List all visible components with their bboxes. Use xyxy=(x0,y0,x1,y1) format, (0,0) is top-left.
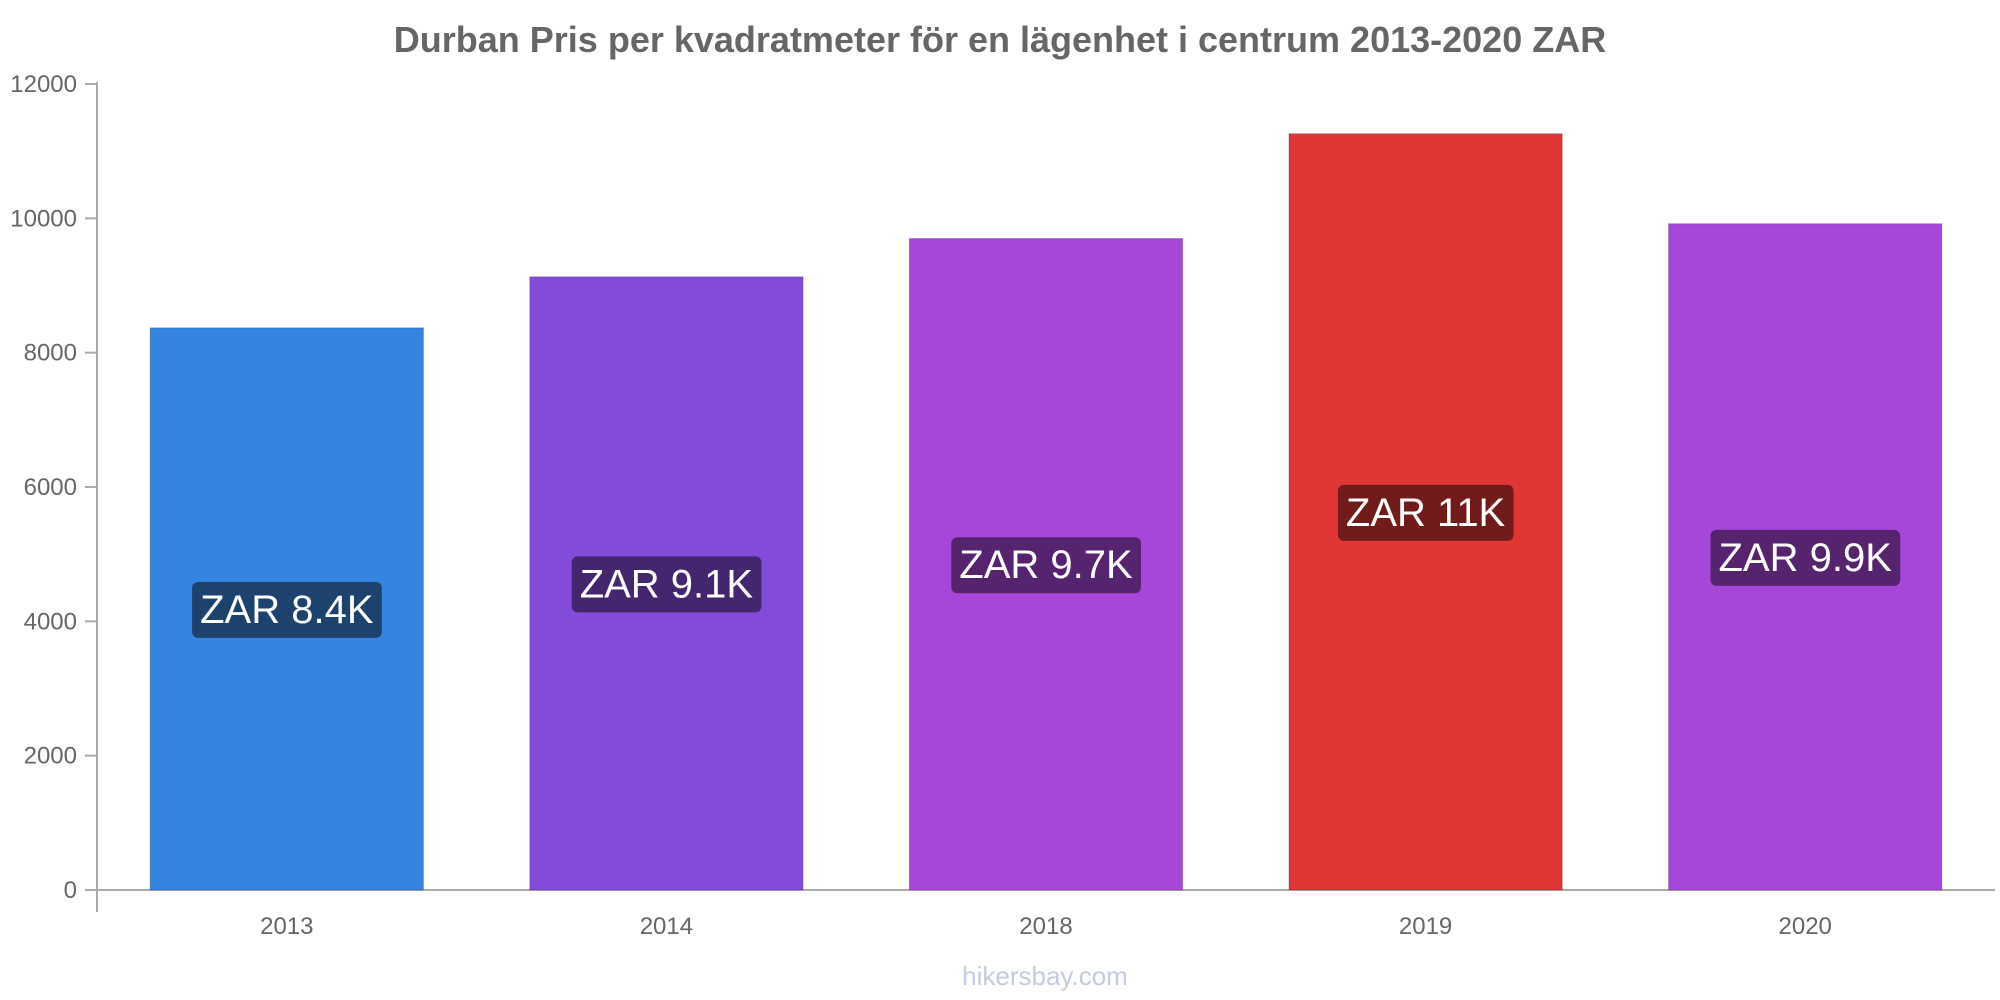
x-axis-ticks: 2013 2014 2018 2019 2020 xyxy=(260,913,1832,940)
data-label-2018: ZAR 9.7K xyxy=(951,537,1142,594)
data-label-text: ZAR 9.1K xyxy=(580,562,754,606)
data-label-2019: ZAR 11K xyxy=(1337,484,1514,541)
credit-text[interactable]: hikersbay.com xyxy=(962,961,1128,991)
x-tick-label: 2020 xyxy=(1779,913,1832,940)
data-label-text: ZAR 8.4K xyxy=(200,588,374,632)
data-label-2013: ZAR 8.4K xyxy=(192,581,382,638)
data-label-box xyxy=(1710,529,1901,586)
y-tick-label: 4000 xyxy=(24,608,77,635)
data-label-box xyxy=(192,581,382,638)
data-label-text: ZAR 9.7K xyxy=(959,543,1133,587)
data-label-2020: ZAR 9.9K xyxy=(1710,529,1901,586)
data-label-text: ZAR 9.9K xyxy=(1718,536,1892,580)
bars xyxy=(149,133,1943,891)
x-tick-label: 2018 xyxy=(1019,913,1072,940)
data-label-text: ZAR 11K xyxy=(1346,491,1506,535)
data-label-box xyxy=(571,556,762,613)
y-tick-label: 2000 xyxy=(24,743,77,770)
data-label-box xyxy=(1337,484,1514,541)
x-tick-label: 2019 xyxy=(1399,913,1452,940)
y-axis-ticks: 0 2000 4000 6000 8000 10000 12000 xyxy=(10,71,97,904)
y-tick-label: 10000 xyxy=(10,205,77,232)
data-label-2014: ZAR 9.1K xyxy=(571,556,762,613)
y-tick-label: 6000 xyxy=(24,474,77,501)
y-tick-label: 0 xyxy=(64,877,77,904)
y-tick-label: 12000 xyxy=(10,71,77,98)
chart-title: Durban Pris per kvadratmeter för en läge… xyxy=(394,19,1606,60)
data-labels: ZAR 8.4K ZAR 9.1K ZAR 9.7K ZAR 11K ZAR 9.9K xyxy=(192,484,1901,638)
x-tick-label: 2014 xyxy=(640,913,693,940)
y-tick-label: 8000 xyxy=(24,340,77,367)
data-label-box xyxy=(951,537,1142,594)
x-tick-label: 2013 xyxy=(260,913,313,940)
